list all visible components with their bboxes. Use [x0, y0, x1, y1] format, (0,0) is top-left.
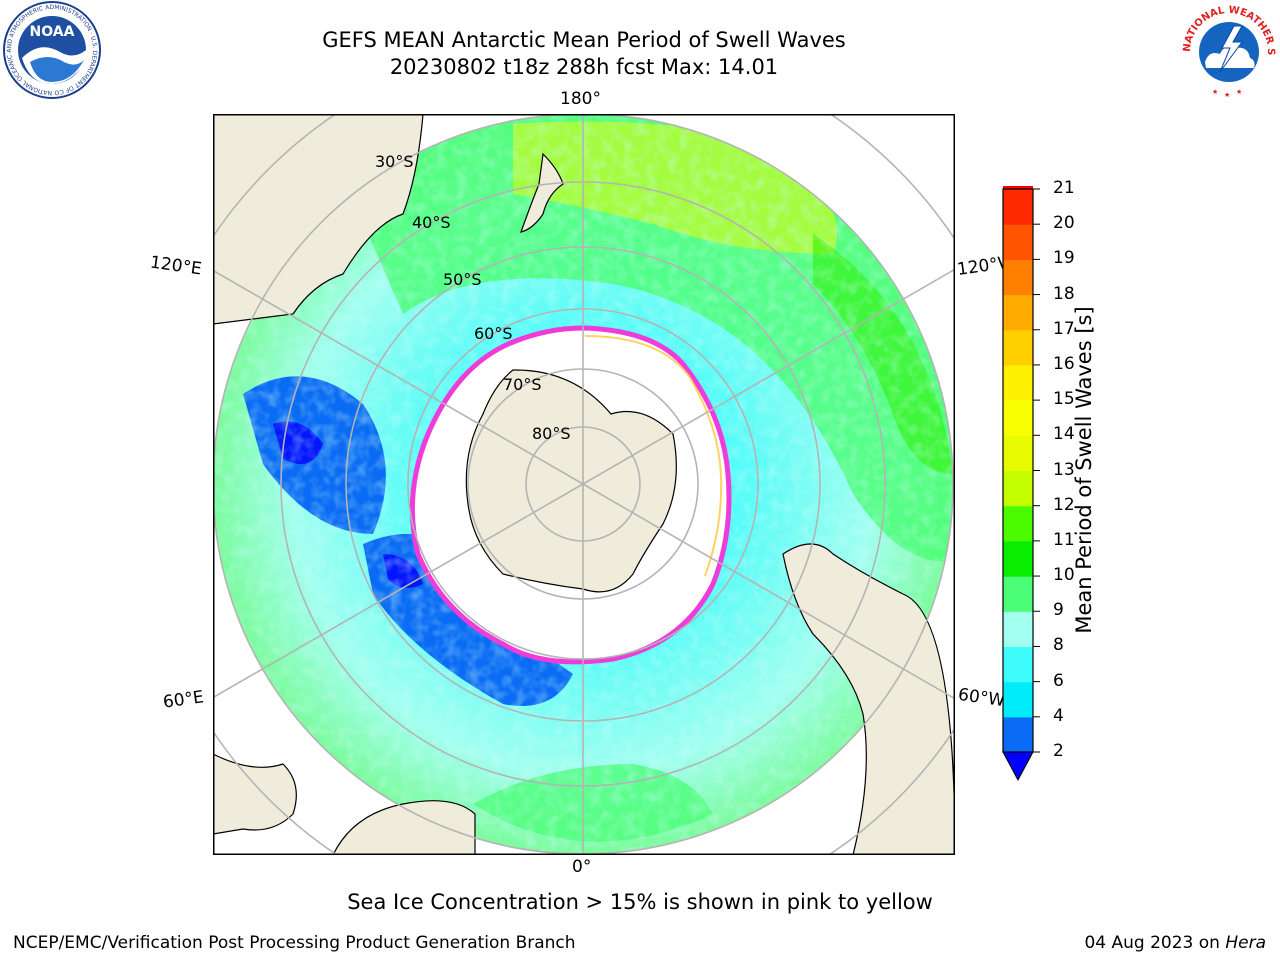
lat-label-60s: 60°S	[474, 324, 513, 343]
colorbar-swatch	[1003, 681, 1033, 718]
colorbar-swatch	[1003, 505, 1033, 542]
colorbar-tick-label: 4	[1053, 705, 1064, 726]
colorbar-swatch	[1003, 576, 1033, 612]
colorbar-tick-label: 21	[1053, 178, 1075, 198]
polar-map	[213, 114, 955, 855]
svg-text:★: ★	[1224, 91, 1230, 99]
madagascar-landmass	[213, 753, 297, 835]
colorbar-swatch	[1003, 294, 1033, 331]
noaa-logo-text: NOAA	[30, 24, 75, 40]
lat-label-40s: 40°S	[412, 213, 451, 232]
colorbar-tick-label: 11	[1053, 529, 1075, 550]
antarctica-landmass	[465, 369, 677, 593]
footer-machine: Hera	[1225, 933, 1266, 953]
colorbar-label: Mean Period of Swell Waves [s]	[1072, 306, 1096, 634]
footer-branch: NCEP/EMC/Verification Post Processing Pr…	[13, 933, 576, 953]
sea-ice-note: Sea Ice Concentration > 15% is shown in …	[347, 890, 933, 914]
nws-logo: NATIONAL WEATHER SERVICE ★★★	[1178, 0, 1276, 99]
colorbar-tick-label: 13	[1053, 459, 1075, 480]
map-subtitle: 20230802 t18z 288h fcst Max: 14.01	[389, 55, 779, 79]
colorbar-swatch	[1003, 646, 1033, 683]
lon-label-180: 180°	[560, 89, 601, 109]
colorbar-tick-label: 20	[1053, 213, 1075, 234]
map-title: GEFS MEAN Antarctic Mean Period of Swell…	[322, 28, 846, 52]
colorbar-swatch	[1003, 189, 1033, 225]
colorbar-swatch	[1003, 716, 1033, 753]
colorbar-swatch	[1003, 435, 1033, 472]
colorbar-swatch	[1003, 364, 1033, 401]
lon-label-60w: 60°W	[956, 684, 1007, 712]
lon-label-0: 0°	[572, 857, 592, 877]
svg-text:★: ★	[1212, 88, 1218, 96]
africa-landmass	[332, 800, 476, 855]
footer-date-text: 04 Aug 2023 on	[1084, 933, 1226, 953]
lat-label-80s: 80°S	[532, 424, 571, 443]
colorbar-tick-label: 12	[1053, 494, 1075, 515]
colorbar-tick-label: 16	[1053, 353, 1075, 374]
australia-landmass	[213, 114, 424, 325]
colorbar-swatch	[1003, 400, 1033, 436]
colorbar-tick-label: 2	[1053, 741, 1064, 761]
colorbar-tick-label: 15	[1053, 389, 1075, 410]
colorbar-tick-label: 14	[1053, 424, 1075, 445]
colorbar	[1002, 186, 1040, 782]
colorbar-tick-label: 8	[1053, 635, 1064, 656]
colorbar-swatch	[1003, 611, 1033, 648]
noaa-logo: NATIONAL OCEANIC AND ATMOSPHERIC ADMINIS…	[0, 0, 101, 99]
colorbar-swatch	[1003, 259, 1033, 296]
colorbar-swatch	[1003, 540, 1033, 577]
colorbar-swatch	[1003, 470, 1033, 507]
lat-label-70s: 70°S	[503, 375, 542, 394]
lon-label-120e: 120°E	[148, 252, 203, 280]
colorbar-swatch	[1003, 224, 1033, 260]
colorbar-tick-label: 9	[1053, 600, 1064, 621]
svg-text:★: ★	[1236, 88, 1242, 96]
new-zealand-landmass	[520, 152, 564, 233]
colorbar-tick-label: 10	[1053, 565, 1075, 586]
colorbar-tick-label: 19	[1053, 248, 1075, 269]
lon-label-60e: 60°E	[161, 687, 206, 713]
footer-date: 04 Aug 2023 on Hera	[1084, 933, 1266, 953]
lat-label-30s: 30°S	[375, 152, 414, 171]
map-frame	[213, 114, 955, 855]
lat-label-50s: 50°S	[443, 270, 482, 289]
colorbar-tick-label: 18	[1053, 283, 1075, 304]
colorbar-swatch	[1003, 186, 1033, 190]
colorbar-tick-label: 17	[1053, 318, 1075, 339]
colorbar-swatch	[1003, 329, 1033, 366]
colorbar-tick-label: 6	[1053, 670, 1064, 691]
